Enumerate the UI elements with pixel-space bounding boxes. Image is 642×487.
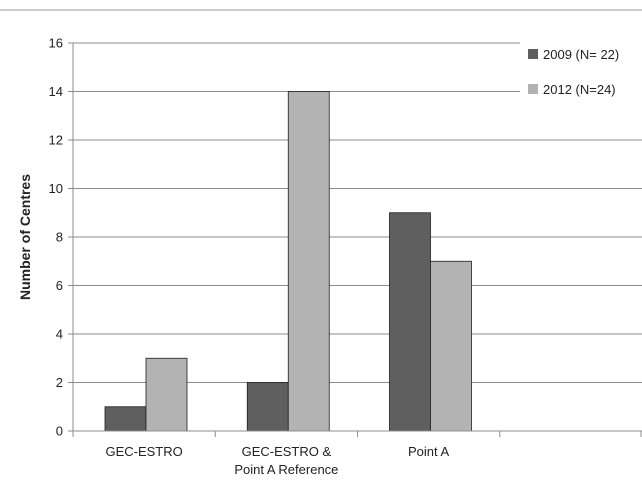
y-tick-label: 12 [49,133,63,148]
y-axis-title: Number of Centres [17,174,33,300]
y-tick-label: 14 [49,84,63,99]
x-category-label: GEC-ESTRO [105,444,182,459]
bar-series2-0 [145,357,188,432]
axes [72,43,642,437]
y-tick-label: 16 [49,36,63,51]
y-tick-label: 6 [56,278,63,293]
bar-series2-1 [287,91,330,432]
bar-series1-1 [246,382,289,432]
legend-label-1: 2009 (N= 22) [543,47,619,62]
y-tick-label: 2 [56,375,63,390]
y-tick-label: 4 [56,327,63,342]
y-tick-label: 0 [56,424,63,439]
legend-label-2: 2012 (N=24) [543,82,616,97]
y-axis-ticks: 0 2 4 6 8 10 12 14 16 [49,36,73,439]
bar-series2-2 [430,260,472,432]
x-axis-categories: GEC-ESTRO GEC-ESTRO & Point A Reference Poi… [105,444,449,477]
legend-background [520,42,642,108]
bars [104,91,472,432]
bar-series1-0 [104,406,147,432]
y-tick-label: 8 [56,230,63,245]
x-category-label: Point A Reference [234,462,338,477]
y-tick-label: 10 [49,181,63,196]
x-category-label: GEC-ESTRO & [242,444,332,459]
x-category-label: Point A [408,444,450,459]
bar-series1-2 [389,212,431,432]
legend: 2009 (N= 22) 2012 (N=24) [520,42,642,108]
legend-swatch-1 [528,49,538,59]
legend-swatch-2 [528,84,538,94]
